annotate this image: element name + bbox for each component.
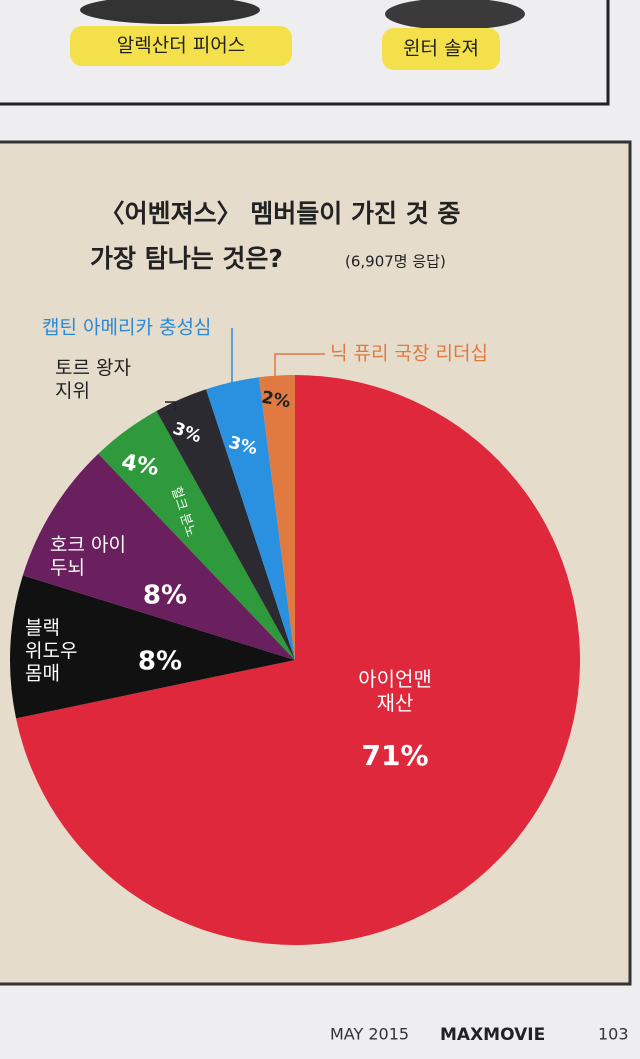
footer-page: 103	[598, 1025, 629, 1044]
pie-slice	[156, 389, 295, 660]
photo	[80, 0, 260, 24]
pie-slice	[22, 453, 295, 660]
footer-magazine: MAXMOVIE	[440, 1025, 545, 1045]
pie-slice	[98, 410, 295, 660]
tag-pill	[70, 26, 292, 66]
chart-title: 〈어벤져스〉 멤버들이 가진 것 중	[100, 199, 461, 228]
leader-line	[165, 401, 176, 410]
slice-label: 캡틴 아메리카 충성심	[42, 317, 211, 339]
chart-subtitle: (6,907명 응답)	[345, 253, 446, 271]
slice-label: 토르 왕자 지위	[55, 357, 131, 402]
tag: 윈터 솔져	[403, 38, 479, 60]
slice-label: 아이언맨 재산	[358, 667, 432, 715]
pie-slice	[206, 377, 295, 660]
tag: 알렉산더 피어스	[117, 35, 245, 57]
tag-pill	[382, 28, 500, 70]
value-label: 8%	[143, 581, 187, 611]
value-label: 8%	[138, 647, 182, 677]
pie-slice	[10, 575, 295, 719]
chart-title: 가장 탐나는 것은?	[90, 244, 283, 273]
pie-slice	[16, 375, 580, 945]
slice-label: 블랙 위도우 몸매	[25, 617, 77, 685]
slice-label: 호크 아이 두뇌	[50, 534, 126, 579]
photo	[385, 0, 525, 30]
footer-date: MAY 2015	[330, 1025, 409, 1044]
slice-label: 닉 퓨리 국장 리더십	[330, 343, 488, 365]
pie-slice	[258, 375, 295, 660]
value-label: 2%	[260, 388, 292, 413]
top-box	[0, 0, 610, 106]
leader-line	[274, 353, 325, 379]
value-label: 71%	[361, 739, 428, 772]
